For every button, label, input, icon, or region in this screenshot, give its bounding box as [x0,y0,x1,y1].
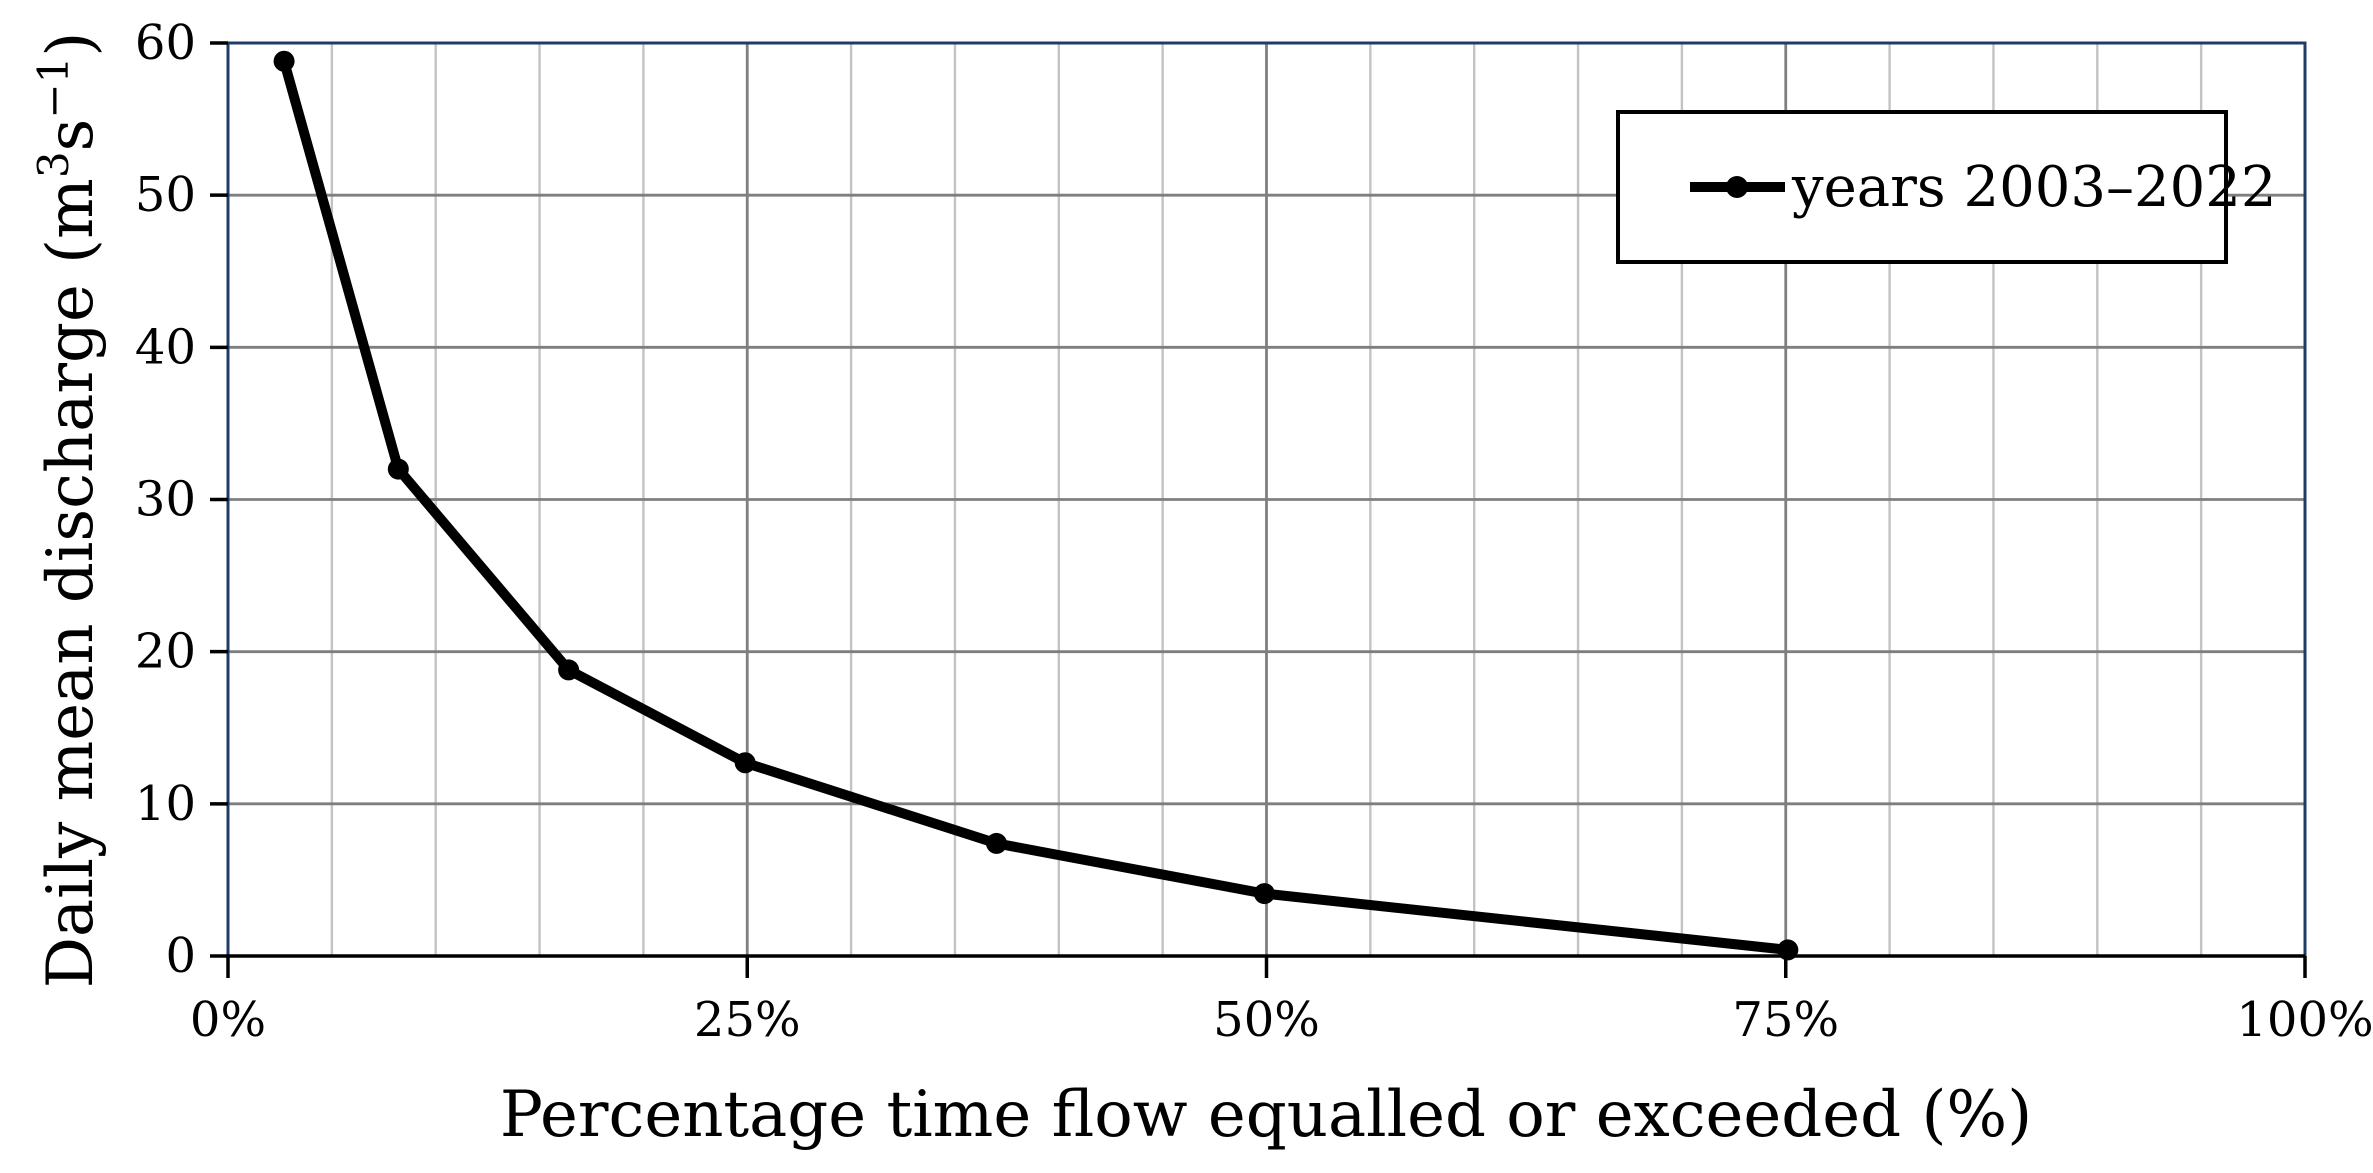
data-point-marker [734,752,756,774]
y-tick-label: 20 [135,624,196,680]
x-tick-label: 75% [1732,992,1839,1048]
x-tick-label: 50% [1213,992,1320,1048]
x-axis-title: Percentage time flow equalled or exceede… [500,1078,2032,1152]
legend-label: years 2003–2022 [1791,155,2277,220]
y-tick-label: 10 [135,776,196,832]
legend: years 2003–2022 [1616,110,2277,264]
y-tick-label: 40 [135,319,196,375]
x-tick-label: 25% [694,992,801,1048]
data-point-marker [558,659,580,681]
x-tick-label: 0% [190,992,266,1048]
series-layer [273,50,1799,961]
data-point-marker [1777,939,1799,961]
legend-marker-sample [1726,176,1748,198]
y-tick-label: 0 [165,928,196,984]
data-point-marker [985,832,1007,854]
data-point-marker [387,458,409,480]
x-tick-label: 100% [2236,992,2373,1048]
axes-layer [210,41,2307,978]
data-point-marker [273,50,295,72]
y-tick-label: 30 [135,472,196,528]
y-tick-label: 50 [135,167,196,223]
tick-labels-layer: 0% 25% 50% 75% 100% 0 10 20 30 40 50 60 [135,15,2373,1048]
y-tick-label: 60 [135,15,196,71]
data-point-marker [1253,883,1275,905]
y-axis-title: Daily mean discharge (m3s−1) [29,32,108,989]
